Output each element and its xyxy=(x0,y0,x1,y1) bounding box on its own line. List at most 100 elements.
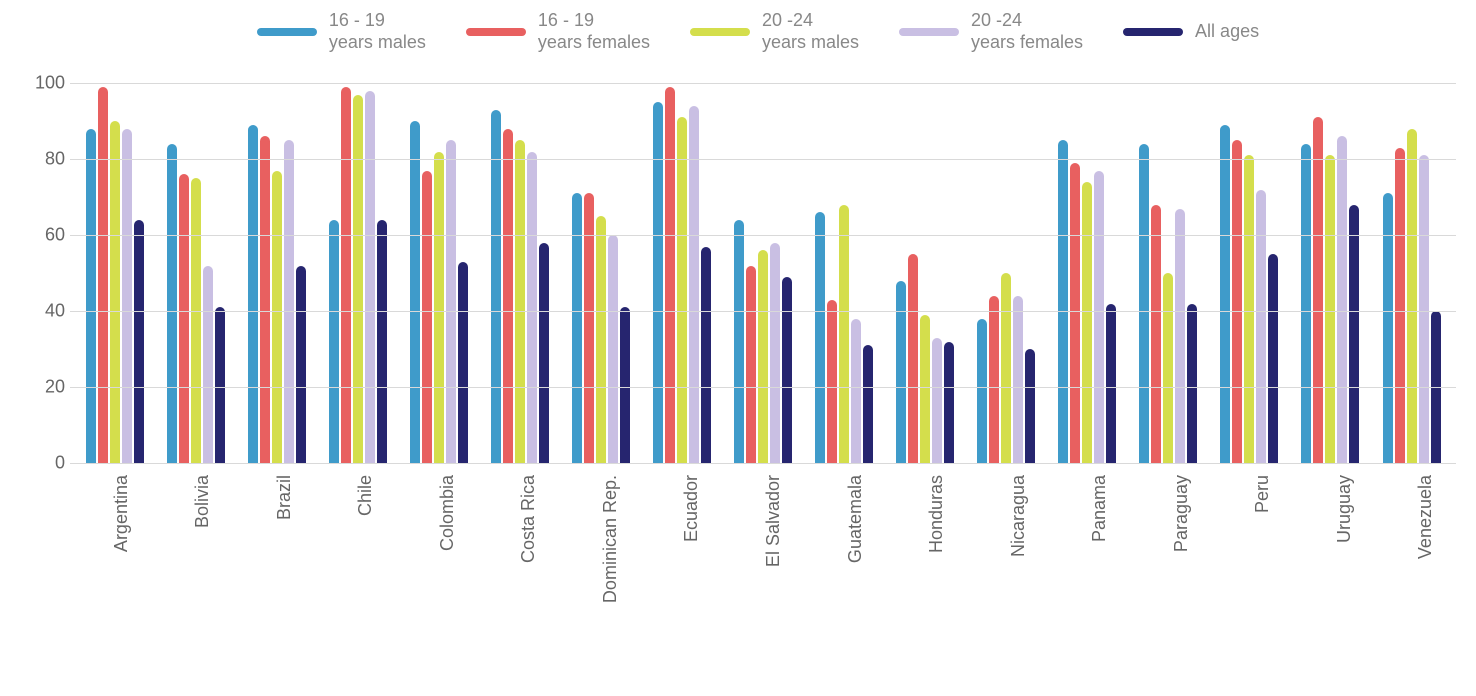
x-tick-slot: Colombia xyxy=(396,469,478,619)
bar-group xyxy=(1047,83,1128,463)
bar xyxy=(1082,182,1092,463)
bar xyxy=(248,125,258,463)
x-tick-slot: Nicaragua xyxy=(967,469,1049,619)
bar xyxy=(815,212,825,463)
bar xyxy=(596,216,606,463)
bar xyxy=(1268,254,1278,463)
bar xyxy=(341,87,351,463)
bar xyxy=(908,254,918,463)
bar xyxy=(491,110,501,463)
gridline xyxy=(70,463,1456,464)
bar xyxy=(1070,163,1080,463)
bar xyxy=(329,220,339,463)
bar-group xyxy=(1371,83,1452,463)
bar xyxy=(122,129,132,463)
bar xyxy=(608,235,618,463)
x-tick-slot: Argentina xyxy=(70,469,152,619)
x-tick-label: Nicaragua xyxy=(1008,475,1029,557)
bar xyxy=(98,87,108,463)
bar xyxy=(1175,209,1185,464)
bar xyxy=(134,220,144,463)
legend: 16 - 19years males16 - 19years females20… xyxy=(20,10,1456,53)
bar xyxy=(839,205,849,463)
legend-label: All ages xyxy=(1195,21,1259,43)
bar xyxy=(1383,193,1393,463)
y-tick-label: 0 xyxy=(25,453,65,474)
x-tick-label: Uruguay xyxy=(1334,475,1355,543)
bar-group xyxy=(479,83,560,463)
bar xyxy=(1407,129,1417,463)
x-tick-label: Colombia xyxy=(437,475,458,551)
x-tick-slot: Peru xyxy=(1211,469,1293,619)
x-tick-label: Paraguay xyxy=(1171,475,1192,552)
bar xyxy=(272,171,282,464)
bar xyxy=(1256,190,1266,464)
x-tick-label: Peru xyxy=(1252,475,1273,513)
bar xyxy=(677,117,687,463)
x-tick-slot: Guatemala xyxy=(804,469,886,619)
x-tick-slot: Ecuador xyxy=(641,469,723,619)
bar xyxy=(1301,144,1311,463)
legend-item: 20 -24years females xyxy=(899,10,1083,53)
bar xyxy=(1058,140,1068,463)
gridline xyxy=(70,159,1456,160)
chart: Argentina Bolivia Brazil Chile Colombia Costa… xyxy=(20,83,1456,633)
x-tick-slot: Paraguay xyxy=(1130,469,1212,619)
x-tick-label: Guatemala xyxy=(845,475,866,563)
bar xyxy=(944,342,954,464)
gridline xyxy=(70,83,1456,84)
bar xyxy=(434,152,444,464)
bar xyxy=(458,262,468,463)
x-tick-slot: Bolivia xyxy=(152,469,234,619)
legend-label: 16 - 19years males xyxy=(329,10,426,53)
bar xyxy=(203,266,213,464)
legend-swatch xyxy=(466,28,526,36)
bar xyxy=(1232,140,1242,463)
bar xyxy=(191,178,201,463)
bar xyxy=(653,102,663,463)
x-tick-slot: Honduras xyxy=(885,469,967,619)
legend-label: 20 -24years males xyxy=(762,10,859,53)
x-tick-label: Ecuador xyxy=(681,475,702,542)
bar xyxy=(410,121,420,463)
bar-group xyxy=(641,83,722,463)
bar xyxy=(1313,117,1323,463)
legend-item: All ages xyxy=(1123,10,1259,53)
bar xyxy=(422,171,432,464)
bar xyxy=(515,140,525,463)
bar xyxy=(746,266,756,464)
legend-label: 20 -24years females xyxy=(971,10,1083,53)
legend-item: 16 - 19years males xyxy=(257,10,426,53)
bar-groups xyxy=(70,83,1456,463)
bar-group xyxy=(398,83,479,463)
y-tick-label: 100 xyxy=(25,73,65,94)
x-tick-label: Brazil xyxy=(274,475,295,520)
bar xyxy=(1106,304,1116,464)
x-tick-label: Chile xyxy=(355,475,376,516)
x-tick-label: Bolivia xyxy=(192,475,213,528)
bar xyxy=(1187,304,1197,464)
bar-group xyxy=(885,83,966,463)
x-tick-label: Panama xyxy=(1089,475,1110,542)
x-tick-slot: Dominican Rep. xyxy=(559,469,641,619)
x-tick-slot: El Salvador xyxy=(722,469,804,619)
bar xyxy=(353,95,363,464)
bar xyxy=(1325,155,1335,463)
bar-group xyxy=(1290,83,1371,463)
bar-group xyxy=(723,83,804,463)
x-tick-slot: Costa Rica xyxy=(478,469,560,619)
bar xyxy=(377,220,387,463)
legend-swatch xyxy=(899,28,959,36)
bar xyxy=(734,220,744,463)
bar xyxy=(932,338,942,463)
x-tick-slot: Uruguay xyxy=(1293,469,1375,619)
bar xyxy=(863,345,873,463)
x-tick-slot: Brazil xyxy=(233,469,315,619)
x-tick-label: Venezuela xyxy=(1415,475,1436,559)
legend-item: 20 -24years males xyxy=(690,10,859,53)
plot-area: ArgentinaBoliviaBrazilChileColombiaCosta… xyxy=(70,83,1456,463)
bar xyxy=(827,300,837,463)
bar-group xyxy=(155,83,236,463)
bar xyxy=(851,319,861,463)
bar xyxy=(620,307,630,463)
